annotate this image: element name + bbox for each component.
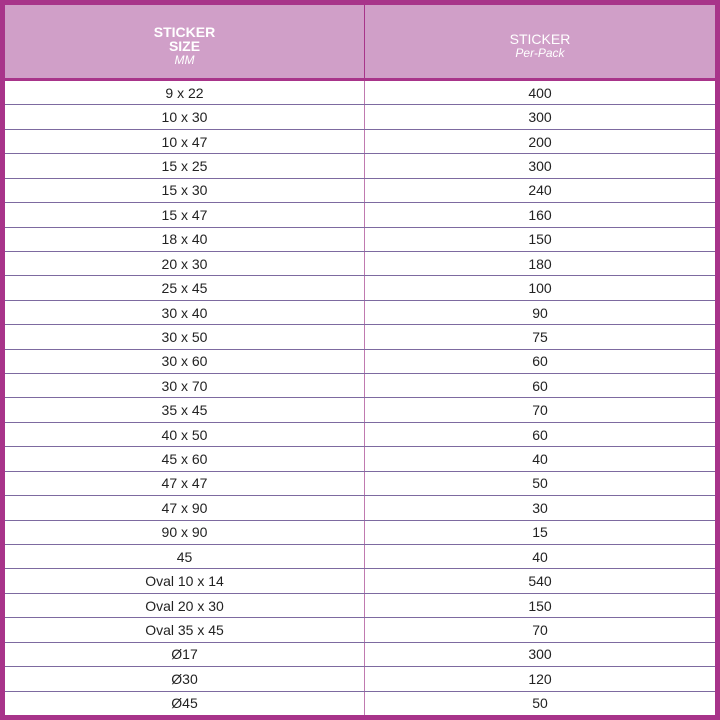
table-row: 30 x 50 75 [5, 325, 715, 350]
cell-count: 75 [532, 328, 548, 345]
table-row: 30 x 40 90 [5, 300, 715, 326]
table-row: 40 x 50 60 [5, 422, 715, 448]
table-row: Oval 20 x 30 150 [5, 593, 715, 619]
table-row: Ø45 50 [5, 691, 715, 715]
cell-size: 10 x 30 [5, 105, 365, 129]
table-row: Ø17 300 [5, 642, 715, 668]
table-row: 20 x 30 180 [5, 251, 715, 277]
cell-size: 15 x 25 [5, 154, 365, 178]
cell-size: 20 x 30 [5, 251, 365, 276]
cell-size: Ø30 [5, 667, 365, 691]
cell-count: 40 [532, 451, 548, 468]
cell-count: 60 [532, 353, 548, 370]
cell-size: 47 x 47 [5, 471, 365, 496]
cell-count: 100 [528, 280, 552, 297]
header-count-line2: Per-Pack [515, 45, 565, 60]
cell-count: 150 [528, 231, 552, 248]
header-count-line1: STICKER [509, 30, 571, 47]
cell-count: 50 [532, 695, 548, 712]
table-row: 47 x 90 30 [5, 496, 715, 521]
cell-count: 180 [528, 255, 552, 272]
header-size-line1: STICKER [153, 23, 216, 40]
cell-size: 40 x 50 [5, 422, 365, 447]
table-row: Oval 35 x 45 70 [5, 618, 715, 643]
cell-size: Ø17 [5, 642, 365, 667]
cell-count: 30 [532, 499, 548, 516]
cell-count: 40 [532, 548, 548, 565]
table-row: 15 x 25 300 [5, 154, 715, 179]
table-row: 18 x 40 150 [5, 227, 715, 252]
cell-size: 30 x 40 [5, 300, 365, 325]
cell-count: 400 [528, 84, 552, 101]
cell-count: 60 [532, 377, 548, 394]
table-row: Oval 10 x 14 540 [5, 569, 715, 594]
table-row: 45 40 [5, 545, 715, 570]
table-row: 30 x 60 60 [5, 349, 715, 375]
table-row: 90 x 90 15 [5, 520, 715, 546]
table-row: 30 x 70 60 [5, 374, 715, 399]
cell-size: 15 x 30 [5, 178, 365, 203]
table-row: 10 x 47 200 [5, 129, 715, 155]
cell-size: 90 x 90 [5, 520, 365, 545]
cell-count: 300 [528, 157, 552, 174]
cell-count: 50 [532, 475, 548, 492]
cell-size: 25 x 45 [5, 276, 365, 300]
cell-size: 15 x 47 [5, 203, 365, 227]
cell-size: 10 x 47 [5, 129, 365, 154]
table-row: 15 x 30 240 [5, 178, 715, 204]
table-row: 47 x 47 50 [5, 471, 715, 497]
cell-count: 15 [532, 524, 548, 541]
cell-count: 540 [528, 573, 552, 590]
table-body: 9 x 22 400 10 x 30 300 10 x 47 200 15 x 25 300 1… [5, 81, 715, 715]
cell-size: Oval 10 x 14 [5, 569, 365, 593]
cell-count: 60 [532, 426, 548, 443]
cell-size: Oval 20 x 30 [5, 593, 365, 618]
header-size-unit: MM [174, 52, 195, 67]
header-sticker-size: STICKER SIZE MM [5, 5, 365, 78]
cell-size: 35 x 45 [5, 398, 365, 422]
header-size-line2: SIZE [168, 37, 201, 54]
cell-count: 160 [528, 206, 552, 223]
cell-count: 240 [528, 182, 552, 199]
table-header: STICKER SIZE MM STICKER Per-Pack [5, 5, 715, 81]
cell-count: 70 [532, 402, 548, 419]
table-row: 25 x 45 100 [5, 276, 715, 301]
table-row: 15 x 47 160 [5, 203, 715, 228]
sticker-table: STICKER SIZE MM STICKER Per-Pack 9 x 22 4… [5, 5, 715, 715]
cell-count: 300 [528, 109, 552, 126]
cell-count: 150 [528, 597, 552, 614]
cell-count: 120 [528, 670, 552, 687]
table-row: 10 x 30 300 [5, 105, 715, 130]
table-row: 9 x 22 400 [5, 81, 715, 106]
cell-size: 45 x 60 [5, 447, 365, 471]
header-sticker-per-pack: STICKER Per-Pack [365, 5, 715, 78]
table-row: Ø30 120 [5, 667, 715, 692]
cell-count: 90 [532, 304, 548, 321]
cell-size: 30 x 50 [5, 325, 365, 349]
cell-size: 30 x 60 [5, 349, 365, 374]
cell-size: 47 x 90 [5, 496, 365, 520]
cell-size: 18 x 40 [5, 227, 365, 251]
cell-size: Oval 35 x 45 [5, 618, 365, 642]
cell-size: 30 x 70 [5, 374, 365, 398]
cell-size: 9 x 22 [5, 81, 365, 105]
cell-size: 45 [5, 545, 365, 569]
cell-count: 200 [528, 133, 552, 150]
table-row: 45 x 60 40 [5, 447, 715, 472]
cell-count: 70 [532, 621, 548, 638]
table-row: 35 x 45 70 [5, 398, 715, 423]
cell-count: 300 [528, 646, 552, 663]
cell-size: Ø45 [5, 691, 365, 715]
